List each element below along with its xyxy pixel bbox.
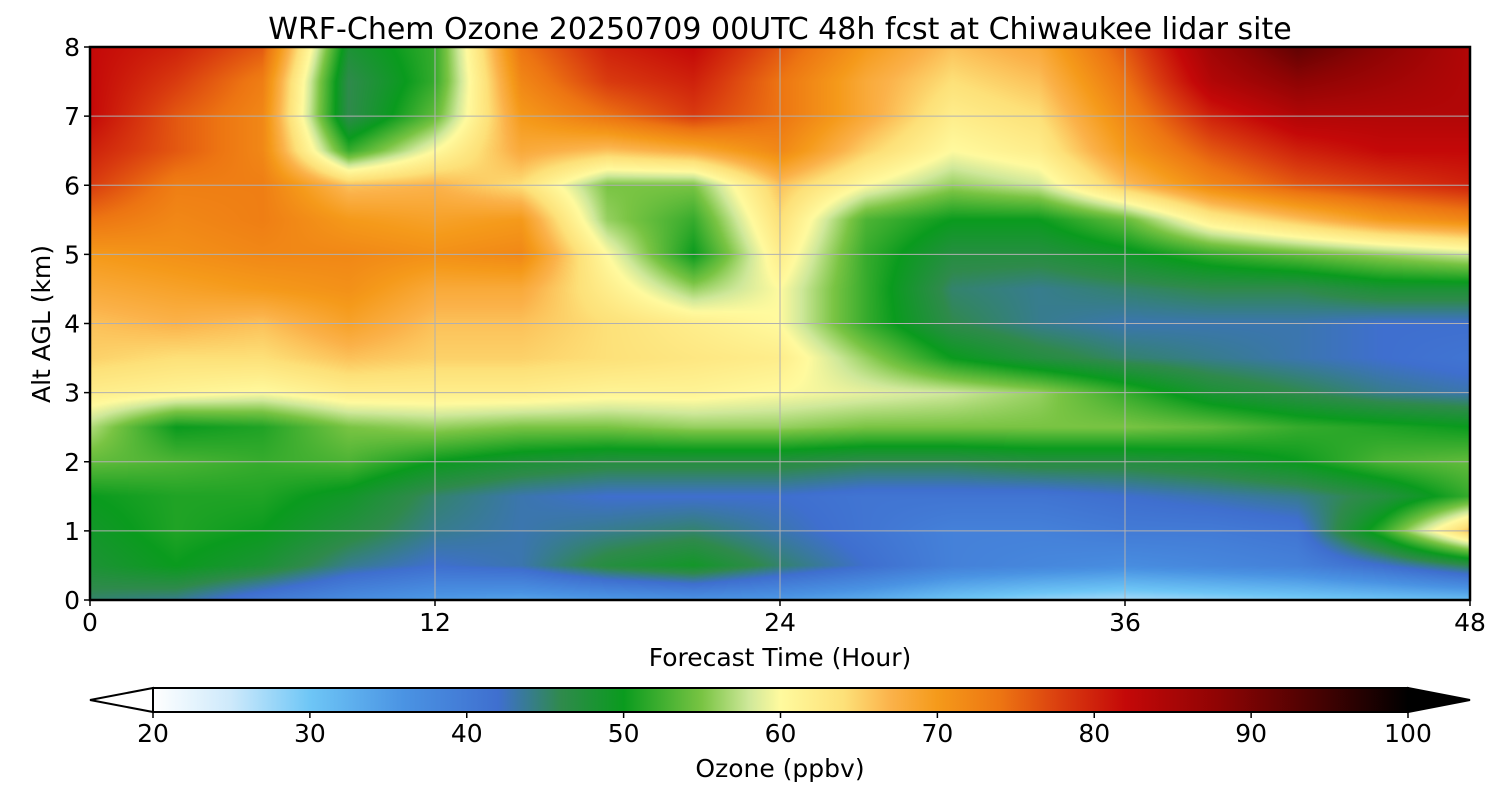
colorbar-ticks: 20 30 40 50 60 70 80 90 100 [137,712,1432,748]
y-axis: 0 1 2 3 4 5 6 7 8 [64,33,90,615]
y-tick-label: 5 [64,240,80,269]
y-tick-label: 6 [64,171,80,200]
colorbar-extend-high [1407,686,1471,714]
colorbar-tick-label: 40 [451,719,483,748]
colorbar-tick-label: 60 [765,719,797,748]
y-tick-label: 3 [64,379,80,408]
x-axis-label: Forecast Time (Hour) [649,643,912,672]
colorbar-gradient [153,688,1408,712]
y-tick-label: 2 [64,448,80,477]
x-tick-label: 0 [82,608,98,637]
x-axis: 0 12 24 36 48 [82,600,1486,637]
y-tick-label: 8 [64,33,80,62]
colorbar-tick-label: 50 [608,719,640,748]
chart-title: WRF-Chem Ozone 20250709 00UTC 48h fcst a… [268,12,1291,47]
colorbar-extend-low [89,686,154,714]
x-tick-label: 36 [1109,608,1141,637]
colorbar: 20 30 40 50 60 70 80 90 100 [89,686,1471,748]
colorbar-tick-label: 70 [921,719,953,748]
y-axis-label: Alt AGL (km) [27,245,56,403]
colorbar-tick-label: 20 [137,719,169,748]
y-tick-label: 1 [64,517,80,546]
y-tick-label: 0 [64,586,80,615]
colorbar-tick-label: 80 [1078,719,1110,748]
colorbar-tick-label: 30 [294,719,326,748]
y-tick-label: 4 [64,310,80,339]
colorbar-label: Ozone (ppbv) [695,754,864,783]
x-tick-label: 48 [1454,608,1486,637]
colorbar-tick-label: 100 [1384,719,1432,748]
colorbar-tick-label: 90 [1235,719,1267,748]
x-tick-label: 24 [764,608,796,637]
x-tick-label: 12 [419,608,451,637]
y-tick-label: 7 [64,102,80,131]
